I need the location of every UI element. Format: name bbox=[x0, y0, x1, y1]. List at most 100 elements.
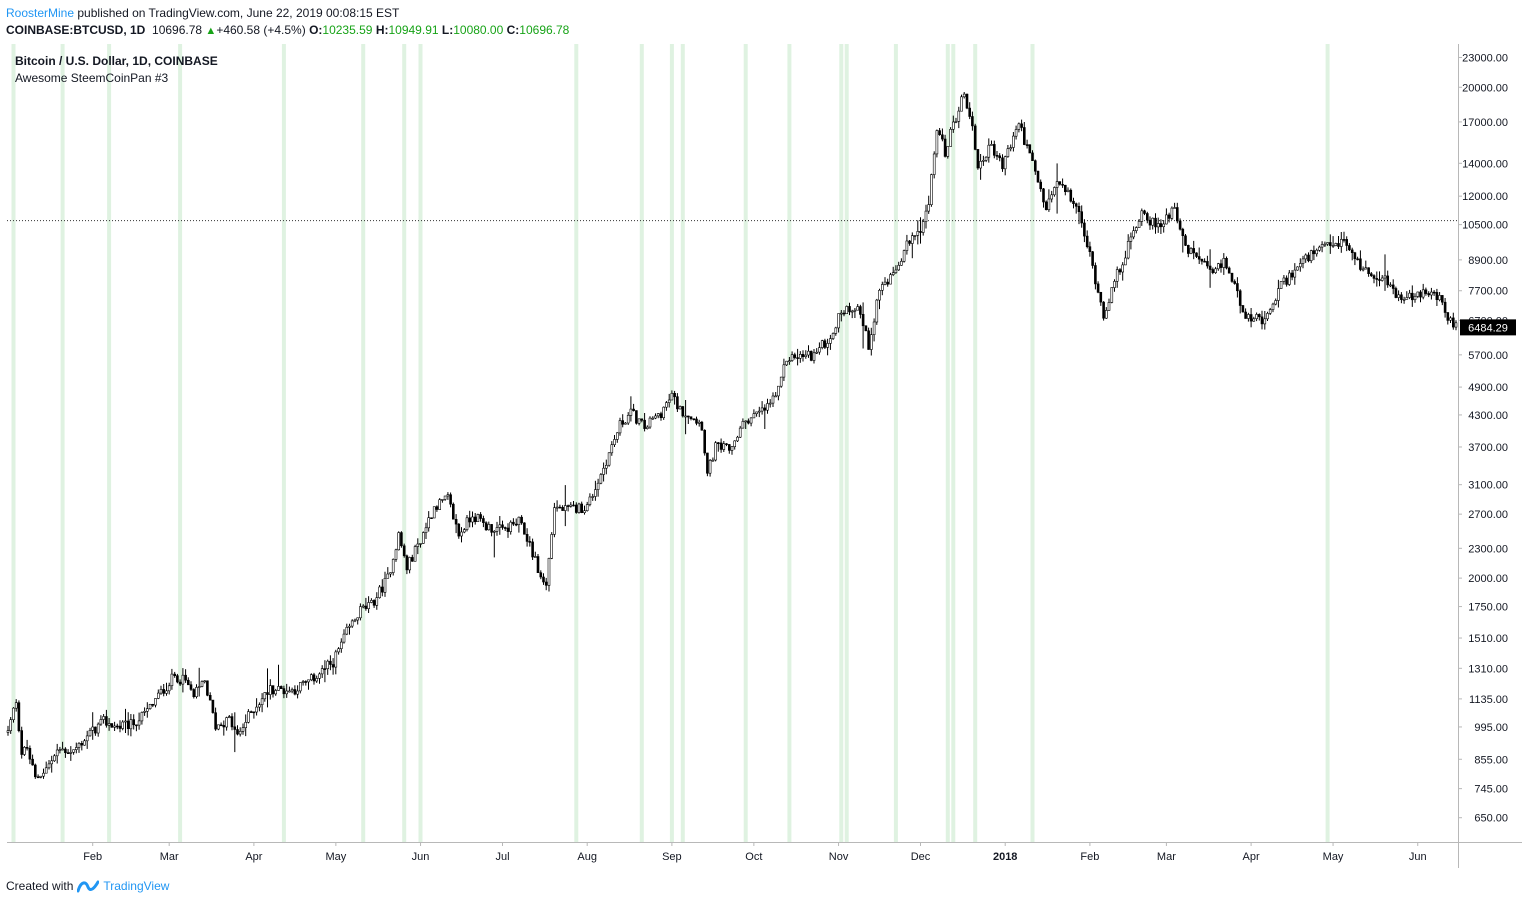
candle bbox=[405, 554, 409, 575]
candle bbox=[804, 350, 808, 359]
candle bbox=[673, 390, 676, 405]
candle bbox=[610, 441, 614, 456]
highlight-band-1 bbox=[60, 44, 65, 842]
candle bbox=[105, 709, 108, 728]
candle bbox=[1061, 178, 1064, 188]
candle bbox=[700, 420, 704, 431]
candle bbox=[585, 501, 589, 512]
candle bbox=[744, 420, 748, 429]
candle bbox=[1055, 163, 1059, 214]
candle bbox=[1452, 312, 1455, 330]
candle bbox=[1274, 298, 1277, 306]
candle bbox=[187, 677, 190, 686]
created-with-text: Created with bbox=[6, 879, 74, 893]
candle bbox=[1148, 216, 1152, 230]
candle bbox=[670, 390, 674, 401]
candle bbox=[1203, 258, 1206, 263]
candle bbox=[307, 679, 310, 690]
candle bbox=[1064, 184, 1067, 196]
candle bbox=[686, 415, 690, 424]
candle bbox=[1438, 292, 1441, 302]
candle bbox=[370, 598, 373, 604]
tradingview-brand-link[interactable]: TradingView bbox=[103, 879, 170, 893]
candle bbox=[1427, 291, 1430, 298]
candle bbox=[809, 350, 813, 362]
up-arrow-icon: ▲ bbox=[205, 25, 217, 37]
time-axis[interactable]: Feb Mar Apr May Jun Jul Aug Sep Oct Nov Dec 2018 Feb… bbox=[83, 842, 1427, 863]
candle bbox=[782, 358, 786, 381]
candle bbox=[443, 495, 447, 501]
x-tick-label-8: Oct bbox=[745, 851, 762, 863]
candle bbox=[902, 249, 906, 263]
candle bbox=[258, 702, 261, 712]
x-tick-label-5: Jul bbox=[495, 851, 509, 863]
candle bbox=[301, 680, 305, 686]
candle bbox=[1249, 308, 1253, 328]
candle bbox=[727, 444, 731, 454]
candle bbox=[1258, 313, 1261, 321]
candle bbox=[916, 220, 920, 245]
candle bbox=[113, 721, 116, 731]
candle bbox=[645, 425, 649, 430]
candle bbox=[861, 302, 865, 349]
candle bbox=[1047, 189, 1051, 212]
candle bbox=[1214, 266, 1217, 274]
candle bbox=[604, 459, 608, 475]
candle bbox=[637, 418, 641, 426]
candle bbox=[1014, 125, 1018, 140]
candle bbox=[315, 675, 319, 683]
candle bbox=[678, 405, 682, 410]
price-axis[interactable]: 23000.00 20000.00 17000.00 14000.00 12000.00… bbox=[1458, 52, 1508, 825]
candle bbox=[1266, 311, 1269, 321]
highlight-band-11 bbox=[680, 44, 685, 842]
candle bbox=[1042, 188, 1045, 208]
candle bbox=[170, 668, 174, 690]
candle bbox=[135, 724, 138, 732]
candle bbox=[1299, 258, 1302, 272]
x-tick-label-14: Apr bbox=[1243, 851, 1260, 863]
indicator-label[interactable]: Awesome SteemCoinPan #3 bbox=[15, 71, 169, 85]
candle bbox=[33, 763, 37, 779]
candle bbox=[1173, 202, 1176, 209]
candle bbox=[1309, 249, 1313, 264]
candle bbox=[318, 672, 321, 684]
candle bbox=[1096, 281, 1100, 294]
candle bbox=[719, 438, 723, 453]
ohlc-header: COINBASE:BTCUSD, 1D 10696.78 ▲+460.58 (+… bbox=[6, 23, 569, 37]
candle bbox=[730, 446, 734, 455]
candle bbox=[1380, 275, 1384, 282]
candle bbox=[561, 505, 564, 511]
candle bbox=[391, 558, 395, 576]
candle bbox=[1329, 234, 1332, 254]
candle bbox=[555, 500, 559, 512]
candle bbox=[1277, 279, 1280, 308]
candle bbox=[178, 679, 182, 686]
x-tick-label-4: Jun bbox=[412, 851, 430, 863]
candle bbox=[891, 266, 895, 277]
candle bbox=[1304, 253, 1307, 263]
highlight-band-0 bbox=[11, 44, 16, 842]
candle bbox=[260, 693, 264, 713]
footer: Created with TradingView bbox=[6, 879, 169, 893]
y-tick-label-22: 855.00 bbox=[1474, 754, 1508, 766]
candle bbox=[64, 747, 67, 758]
candle bbox=[195, 684, 198, 699]
y-tick-label-24: 650.00 bbox=[1474, 813, 1508, 825]
candle bbox=[736, 435, 739, 442]
candle bbox=[482, 515, 485, 528]
candle bbox=[779, 376, 783, 388]
candle bbox=[897, 261, 901, 271]
candle bbox=[848, 302, 851, 316]
y-tick-label-7: 7700.00 bbox=[1468, 286, 1508, 298]
candle bbox=[798, 351, 802, 363]
candle bbox=[1121, 262, 1124, 281]
candle bbox=[203, 680, 206, 684]
highlight-band-6 bbox=[402, 44, 407, 842]
candle bbox=[921, 218, 925, 236]
publisher-link[interactable]: RoosterMine bbox=[6, 6, 75, 20]
candle bbox=[1255, 312, 1258, 322]
highlight-band-5 bbox=[361, 44, 366, 842]
candle bbox=[725, 443, 728, 447]
open-label: O: bbox=[309, 23, 323, 37]
